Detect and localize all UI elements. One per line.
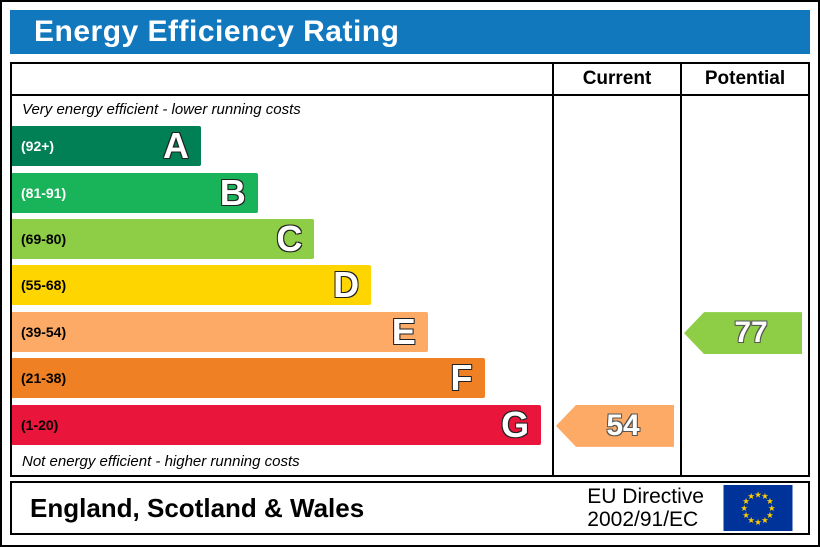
svg-text:★: ★	[740, 503, 748, 513]
eu-directive-line1: EU Directive	[587, 484, 704, 508]
band-row-c: (69-80) C	[12, 216, 552, 262]
rating-bands: (92+) A (81-91) B (69-80) C (55-68) D (39-54) E (2…	[12, 123, 552, 448]
band-row-d: (55-68) D	[12, 262, 552, 308]
svg-text:★: ★	[754, 517, 762, 527]
current-rating-arrow: 54	[556, 404, 674, 447]
table-header-row: Current Potential	[12, 64, 808, 96]
potential-rating-arrow: 77	[684, 312, 802, 355]
page-title-text: Energy Efficiency Rating	[34, 15, 400, 48]
eu-directive-line2: 2002/91/EC	[587, 508, 699, 531]
rating-table: Current Potential Very energy efficient …	[10, 62, 810, 477]
band-range-label: (69-80)	[21, 231, 67, 248]
region-label: England, Scotland & Wales	[30, 492, 365, 523]
svg-text:★: ★	[742, 510, 750, 520]
svg-text:★: ★	[754, 489, 762, 499]
band-bar-f: (21-38) F	[12, 357, 485, 399]
current-column: 54	[552, 96, 680, 475]
svg-text:★: ★	[742, 496, 750, 506]
svg-text:★: ★	[747, 491, 755, 501]
band-range-label: (81-91)	[21, 184, 67, 201]
band-range-label: (39-54)	[21, 323, 67, 340]
svg-text:★: ★	[766, 496, 774, 506]
band-letter: A	[163, 125, 189, 167]
page-title: Energy Efficiency Rating	[10, 10, 810, 54]
band-row-g: (1-20) G	[12, 402, 552, 448]
band-row-e: (39-54) E	[12, 309, 552, 355]
band-row-a: (92+) A	[12, 123, 552, 169]
current-column-header: Current	[552, 64, 680, 94]
eu-flag-icon: ★ ★★★★★★★★★★★	[723, 485, 793, 531]
rating-table-body: Very energy efficient - lower running co…	[12, 96, 808, 475]
band-letter: B	[219, 171, 246, 213]
rating-scale: Very energy efficient - lower running co…	[12, 96, 552, 475]
band-bar-a: (92+) A	[12, 125, 201, 167]
eu-directive-label: EU Directive 2002/91/EC	[587, 485, 704, 531]
band-range-label: (1-20)	[21, 416, 59, 433]
chart-header-spacer	[12, 64, 552, 94]
svg-text:★: ★	[766, 510, 774, 520]
band-row-b: (81-91) B	[12, 169, 552, 215]
band-bar-c: (69-80) C	[12, 218, 315, 260]
bottom-note: Not energy efficient - higher running co…	[22, 453, 300, 470]
band-bar-g: (1-20) G	[12, 403, 542, 445]
top-note: Very energy efficient - lower running co…	[22, 101, 301, 118]
svg-text:★: ★	[768, 503, 776, 513]
band-bar-e: (39-54) E	[12, 310, 428, 352]
potential-column-header: Potential	[680, 64, 808, 94]
band-range-label: (55-68)	[21, 277, 67, 294]
band-letter: F	[450, 357, 473, 399]
band-letter: C	[276, 218, 303, 260]
band-letter: E	[391, 310, 416, 352]
svg-text:★: ★	[761, 515, 769, 525]
band-bar-d: (55-68) D	[12, 264, 372, 306]
svg-text:★: ★	[761, 491, 769, 501]
potential-column: 77	[680, 96, 808, 475]
current-rating-arrow-value: 54	[606, 408, 640, 442]
band-row-f: (21-38) F	[12, 355, 552, 401]
svg-text:★: ★	[747, 515, 755, 525]
band-range-label: (92+)	[21, 138, 55, 155]
potential-rating-arrow-value: 77	[734, 316, 768, 350]
band-letter: G	[501, 403, 530, 445]
band-bar-b: (81-91) B	[12, 171, 258, 213]
band-range-label: (21-38)	[21, 370, 67, 387]
band-letter: D	[333, 264, 360, 306]
footer: England, Scotland & Wales EU Directive 2…	[10, 481, 810, 535]
